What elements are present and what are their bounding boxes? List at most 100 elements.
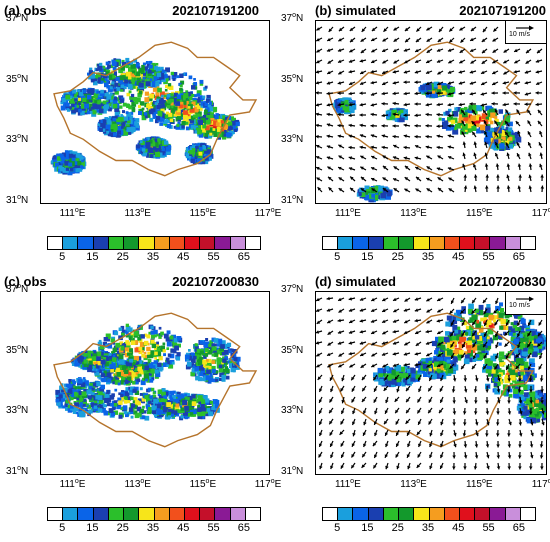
reference-vector-label: 10 m/s xyxy=(509,31,531,38)
colorbar-swatch xyxy=(383,508,400,520)
colorbar-tick-label: 5 xyxy=(59,251,66,263)
colorbar-tick-label: 25 xyxy=(391,522,404,534)
lon-tick-label: 113oE xyxy=(124,207,151,219)
colorbar-swatch xyxy=(338,508,354,520)
panel-c: (c) obs 202107200830 37oN 35oN 33oN 31oN 111oE… xyxy=(0,271,281,542)
panel-time: 202107191200 xyxy=(459,3,546,18)
colorbar-swatch xyxy=(520,237,536,249)
colorbar-swatch xyxy=(215,508,231,520)
lat-tick-label: 37oN xyxy=(281,12,304,24)
lon-tick-label: 117oE xyxy=(531,207,550,219)
colorbar-tick-label: 65 xyxy=(237,251,250,263)
reference-vector-label: 10 m/s xyxy=(509,302,531,309)
colorbar-swatch xyxy=(184,237,201,249)
colorbar-swatch xyxy=(399,508,415,520)
colorbar-swatch xyxy=(124,508,140,520)
colorbar-tick-label: 25 xyxy=(116,522,129,534)
colorbar-swatch xyxy=(475,237,491,249)
reflectivity-field xyxy=(55,323,241,421)
lat-tick-label: 31oN xyxy=(6,465,29,477)
colorbar-tick-label: 55 xyxy=(207,522,220,534)
colorbar-swatch xyxy=(505,237,521,249)
lat-tick-label: 31oN xyxy=(6,194,29,206)
colorbar-swatch xyxy=(505,508,521,520)
panel-label: (b) simulated xyxy=(315,3,396,18)
colorbar-swatch xyxy=(169,237,185,249)
colorbar-swatch xyxy=(108,237,125,249)
panel-a: (a) obs 202107191200 37oN 35oN 33oN 31oN 111oE… xyxy=(0,0,281,271)
colorbar-tick-label: 35 xyxy=(421,522,435,534)
colorbar-swatch xyxy=(124,237,140,249)
colorbar-tick-label: 35 xyxy=(146,251,160,263)
colorbar-tick-label: 45 xyxy=(177,251,190,263)
wind-vector-field xyxy=(316,296,545,470)
colorbar-tick-label: 15 xyxy=(361,522,374,534)
colorbar-ticks: 5 15 25 35 45 55 65 xyxy=(322,522,534,534)
colorbar-swatch xyxy=(245,508,261,520)
lon-tick-label: 117oE xyxy=(531,478,550,490)
colorbar-tick-label: 45 xyxy=(452,522,465,534)
arrow-right-icon xyxy=(516,296,534,302)
colorbar-tick-label: 65 xyxy=(512,522,525,534)
colorbar-swatch xyxy=(459,508,476,520)
colorbar-tick-label: 55 xyxy=(482,251,495,263)
colorbar-swatch xyxy=(459,237,476,249)
lat-tick-label: 37oN xyxy=(281,283,304,295)
colorbar-swatch xyxy=(414,237,430,249)
lat-tick-label: 33oN xyxy=(281,404,304,417)
panel-time: 202107191200 xyxy=(172,3,259,18)
reference-vector-box: 10 m/s xyxy=(505,292,546,315)
reflectivity-field xyxy=(50,57,240,176)
panel-d: (d) simulated 202107200830 10 m/s 37oN 35oN 3… xyxy=(275,271,550,542)
panel-time: 202107200830 xyxy=(459,274,546,289)
colorbar-swatch xyxy=(429,237,445,249)
colorbar-swatch xyxy=(230,508,246,520)
colorbar-swatch xyxy=(368,237,384,249)
colorbar-swatch xyxy=(78,508,94,520)
colorbar-swatch xyxy=(353,508,369,520)
panel-label: (a) obs xyxy=(4,3,47,18)
colorbar-swatch xyxy=(245,237,261,249)
colorbar-swatch xyxy=(48,508,64,520)
colorbar-swatch xyxy=(490,508,506,520)
map-frame: 10 m/s xyxy=(315,291,547,475)
radar-reflectivity-map xyxy=(316,296,546,470)
colorbar-swatch xyxy=(338,237,354,249)
colorbar-swatch xyxy=(353,237,369,249)
colorbar-swatch xyxy=(139,508,155,520)
lon-tick-label: 115oE xyxy=(189,478,217,490)
colorbar-tick-label: 35 xyxy=(146,522,160,534)
colorbar-swatch xyxy=(475,508,491,520)
colorbar-tick-label: 45 xyxy=(177,522,190,534)
wind-vector-field xyxy=(316,26,545,193)
colorbar-swatch xyxy=(323,237,339,249)
colorbar-swatch xyxy=(414,508,430,520)
map-frame: 10 m/s xyxy=(315,20,547,204)
lat-tick-label: 35oN xyxy=(281,343,304,356)
colorbar-tick-label: 5 xyxy=(334,251,341,263)
lat-tick-label: 33oN xyxy=(6,133,29,146)
province-boundary xyxy=(53,312,258,448)
radar-reflectivity-map xyxy=(50,41,258,177)
reference-vector-box: 10 m/s xyxy=(505,21,546,44)
colorbar-swatch xyxy=(63,237,79,249)
colorbar-tick-label: 55 xyxy=(207,251,220,263)
radar-reflectivity-map xyxy=(316,26,545,203)
lon-tick-label: 115oE xyxy=(466,207,493,219)
lon-tick-label: 113oE xyxy=(400,478,427,490)
colorbar-tick-label: 65 xyxy=(237,522,250,534)
colorbar xyxy=(322,507,536,521)
lon-tick-label: 117oE xyxy=(254,207,282,219)
lat-tick-label: 35oN xyxy=(6,72,29,85)
colorbar-tick-label: 15 xyxy=(361,251,374,263)
lon-tick-label: 117oE xyxy=(254,478,282,490)
colorbar-swatch xyxy=(323,508,339,520)
panel-label: (c) obs xyxy=(4,274,47,289)
colorbar-tick-label: 55 xyxy=(482,522,495,534)
colorbar-tick-label: 15 xyxy=(86,522,99,534)
colorbar-swatch xyxy=(93,237,109,249)
colorbar-swatch xyxy=(444,508,460,520)
colorbar-swatch xyxy=(108,508,125,520)
colorbar-swatch xyxy=(490,237,506,249)
colorbar-ticks: 5 15 25 35 45 55 65 xyxy=(47,522,259,534)
